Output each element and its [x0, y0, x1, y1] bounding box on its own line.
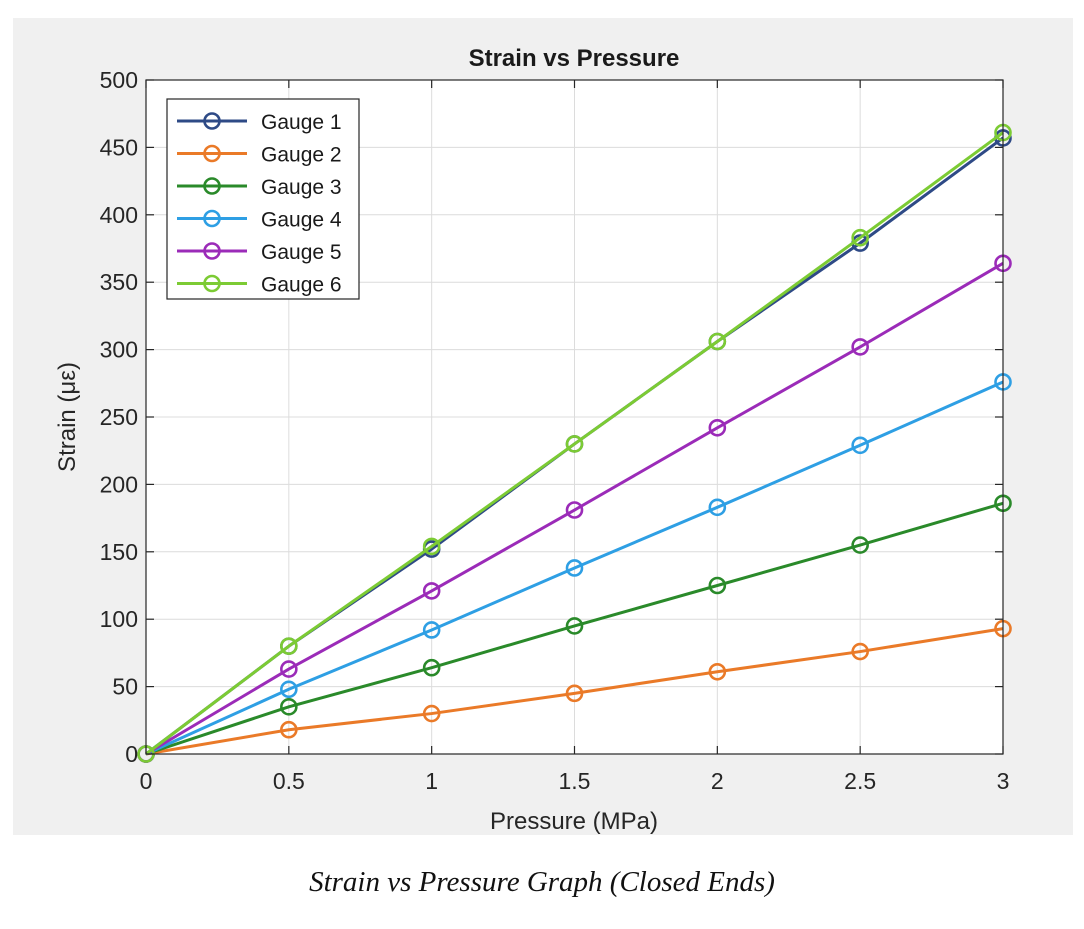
legend-box	[166, 98, 360, 300]
x-tick-label: 2	[711, 768, 724, 794]
data-point-gauge-4	[565, 559, 584, 577]
x-tick-label: 1.5	[559, 768, 591, 794]
series-line-gauge-6	[145, 131, 1004, 756]
series-line-gauge-5	[145, 262, 1004, 756]
legend-label: Gauge 4	[261, 209, 342, 232]
data-point-gauge-4	[851, 436, 869, 455]
data-point-gauge-3	[422, 658, 441, 677]
data-point-gauge-6	[708, 332, 727, 351]
legend-swatch-marker	[203, 209, 221, 228]
data-point-gauge-6	[565, 435, 584, 453]
y-tick-label: 500	[100, 67, 138, 93]
data-point-gauge-4	[422, 621, 441, 639]
data-point-gauge-2	[280, 720, 298, 739]
data-point-gauge-4	[708, 498, 727, 517]
x-tick-label: 1	[425, 768, 438, 794]
x-axis-label: Pressure (MPa)	[490, 808, 658, 835]
data-point-gauge-5	[708, 418, 727, 437]
data-point-gauge-3	[708, 576, 727, 595]
data-point-gauge-5	[851, 338, 869, 356]
legend-label: Gauge 1	[261, 111, 342, 134]
legend-label: Gauge 3	[261, 176, 342, 199]
legend-swatch-marker	[203, 177, 221, 195]
y-tick-label: 0	[125, 741, 138, 767]
data-point-gauge-2	[422, 704, 441, 723]
series-line-gauge-4	[145, 380, 1004, 756]
axis-ticks: 0 0.5 1 1.5 2 2.5 3 0 50 100 150 200 250 300 350 400 450…	[100, 67, 1010, 794]
y-tick-label: 200	[100, 471, 138, 497]
y-tick-label: 450	[100, 134, 138, 160]
y-tick-label: 250	[100, 404, 138, 430]
y-tick-label: 150	[100, 539, 138, 565]
data-point-gauge-3	[280, 698, 298, 716]
series-line-gauge-2	[145, 627, 1004, 756]
data-point-gauge-6	[851, 228, 869, 247]
y-tick-label: 300	[100, 337, 138, 363]
data-point-gauge-6	[280, 637, 298, 655]
x-tick-label: 0	[140, 768, 153, 794]
x-tick-label: 2.5	[844, 768, 876, 794]
data-point-gauge-3	[851, 536, 869, 554]
data-point-gauge-6	[422, 537, 441, 556]
chart-title: Strain vs Pressure	[469, 45, 680, 72]
y-axis-label: Strain (με)	[54, 362, 81, 472]
series-layer	[137, 123, 1012, 763]
legend-swatch-marker	[203, 274, 221, 293]
legend-swatch-marker	[203, 112, 221, 130]
data-point-gauge-2	[708, 662, 727, 681]
y-tick-label: 350	[100, 269, 138, 295]
data-point-gauge-5	[565, 501, 584, 519]
data-point-gauge-2	[565, 684, 584, 703]
legend: Gauge 1 Gauge 2 Gauge 3 Gauge 4 Gauge 5 Gauge…	[166, 98, 360, 300]
data-point-gauge-5	[280, 660, 298, 678]
legend-swatch-marker	[203, 242, 221, 260]
series-line-gauge-3	[145, 501, 1004, 756]
data-point-gauge-2	[851, 642, 869, 661]
legend-label: Gauge 5	[261, 241, 342, 264]
data-point-gauge-3	[565, 617, 584, 635]
y-tick-label: 400	[100, 202, 138, 228]
y-tick-label: 50	[112, 674, 138, 700]
x-tick-label: 3	[997, 768, 1010, 794]
data-point-gauge-5	[422, 582, 441, 600]
legend-swatch-marker	[203, 144, 221, 163]
data-point-gauge-4	[280, 680, 298, 699]
y-tick-label: 100	[100, 606, 138, 632]
legend-label: Gauge 6	[261, 274, 342, 297]
x-tick-label: 0.5	[273, 768, 305, 794]
legend-label: Gauge 2	[261, 144, 342, 167]
figure-caption: Strain vs Pressure Graph (Closed Ends)	[309, 866, 775, 898]
